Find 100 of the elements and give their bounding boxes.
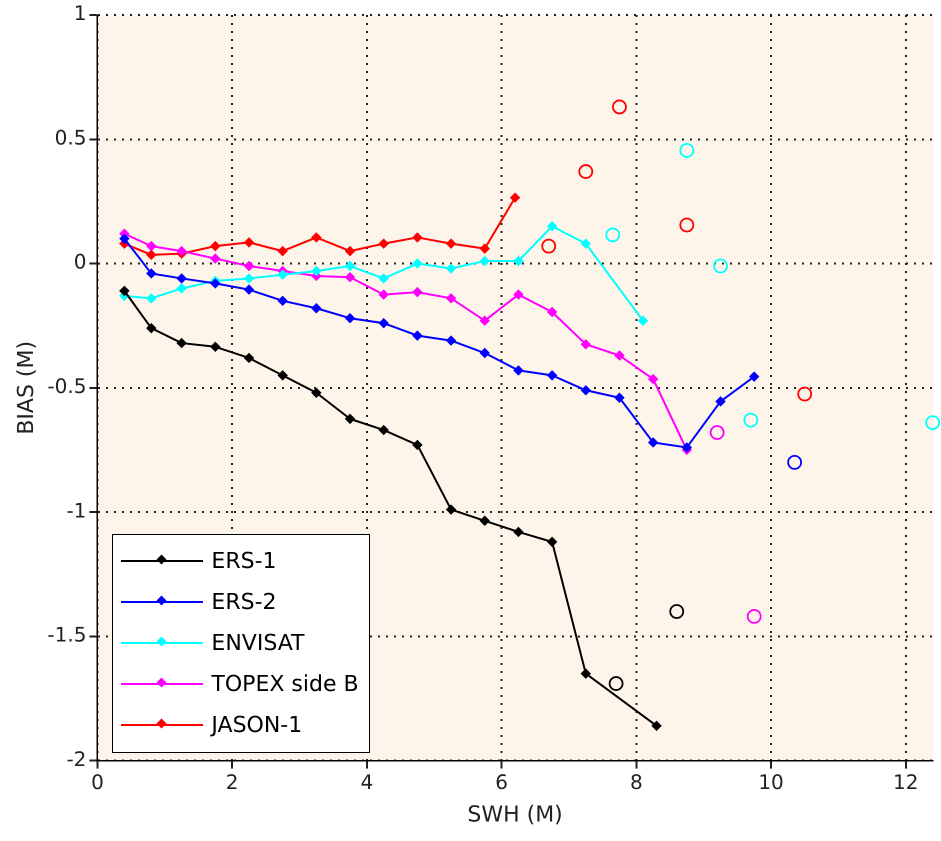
point: [378, 238, 389, 249]
legend-label: ENVISAT: [211, 630, 304, 656]
x-tick-label: 12: [893, 770, 918, 794]
point: [278, 270, 288, 280]
point: [608, 676, 624, 691]
point: [547, 370, 558, 380]
point: [446, 293, 456, 304]
x-tick-label: 0: [91, 770, 104, 794]
point: [244, 352, 254, 363]
point: [446, 336, 456, 346]
point: [710, 425, 725, 440]
point: [480, 244, 490, 254]
point: [580, 339, 591, 350]
point: [119, 234, 130, 244]
point: [446, 504, 456, 515]
point: [480, 348, 490, 358]
x-tick-label: 2: [226, 770, 239, 794]
y-tick-label: -0.5: [47, 374, 86, 398]
point: [244, 261, 254, 272]
x-tick-label: 10: [758, 770, 784, 794]
point: [648, 437, 658, 448]
point: [278, 370, 288, 380]
y-tick-label: -2: [66, 746, 86, 771]
point: [345, 414, 356, 424]
point: [682, 442, 692, 452]
y-axis-title: BIAS (M): [14, 340, 39, 435]
point: [580, 238, 591, 249]
point: [679, 143, 694, 158]
y-tick-label: 0.5: [54, 125, 86, 150]
point: [210, 254, 220, 264]
point: [311, 388, 322, 398]
point: [412, 287, 422, 298]
point: [480, 316, 490, 326]
point: [638, 316, 648, 326]
point: [146, 293, 156, 304]
point: [547, 221, 558, 232]
point: [578, 164, 594, 179]
point: [614, 392, 624, 403]
point: [513, 526, 524, 537]
point: [679, 218, 694, 232]
point: [210, 241, 220, 252]
point: [345, 246, 356, 256]
point: [746, 609, 762, 624]
point: [797, 386, 812, 402]
point: [513, 290, 524, 300]
point: [412, 258, 422, 269]
point: [345, 313, 356, 324]
point: [146, 241, 156, 252]
point: [146, 323, 156, 334]
point: [510, 192, 520, 203]
point: [412, 232, 422, 242]
point: [378, 290, 389, 300]
point: [345, 261, 356, 272]
x-tick-label: 8: [630, 770, 643, 794]
point: [547, 307, 558, 317]
point: [244, 284, 254, 295]
point: [669, 604, 684, 619]
legend-label: ERS-2: [211, 590, 277, 615]
point: [412, 330, 422, 341]
point: [513, 365, 524, 376]
point: [787, 454, 802, 470]
point: [547, 536, 558, 547]
legend-label: ERS-1: [211, 548, 277, 574]
point: [311, 303, 322, 314]
point: [378, 273, 389, 284]
point: [716, 396, 726, 406]
legend-label: JASON-1: [211, 712, 302, 738]
point: [480, 256, 490, 266]
point: [311, 266, 322, 276]
x-tick-label: 4: [360, 770, 374, 794]
point: [210, 278, 220, 288]
point: [652, 720, 662, 731]
point: [743, 412, 758, 428]
legend-label: TOPEX side B: [211, 672, 359, 697]
point: [713, 258, 728, 274]
y-tick-label: 0: [74, 250, 86, 274]
point: [580, 385, 591, 396]
point: [176, 246, 187, 256]
point: [146, 250, 156, 260]
x-tick-label: 6: [495, 770, 508, 794]
point: [925, 415, 940, 430]
point: [446, 264, 456, 274]
y-tick-label: -1.5: [47, 622, 86, 647]
point: [278, 296, 288, 306]
point: [378, 318, 389, 328]
y-tick-label: -1: [66, 498, 86, 522]
point: [580, 668, 591, 679]
point: [541, 238, 556, 254]
point: [244, 273, 254, 284]
point: [210, 342, 220, 352]
point: [176, 283, 187, 294]
point: [176, 338, 187, 348]
point: [612, 100, 627, 114]
point: [119, 286, 130, 296]
point: [513, 256, 524, 266]
point: [412, 440, 422, 450]
point: [648, 374, 658, 384]
point: [378, 425, 389, 436]
point: [244, 237, 254, 248]
point: [614, 350, 624, 360]
